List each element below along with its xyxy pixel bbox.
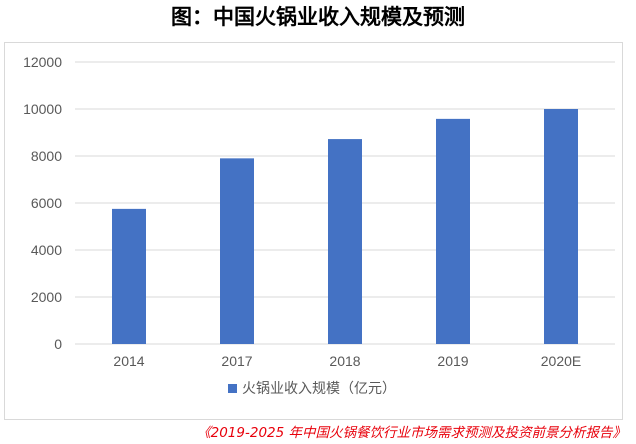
y-tick-label: 0 xyxy=(54,336,62,352)
y-tick-label: 12000 xyxy=(23,54,62,70)
y-tick-label: 6000 xyxy=(31,195,62,211)
source-note: 《2019-2025 年中国火锅餐饮行业市场需求预测及投资前景分析报告》 xyxy=(197,425,626,441)
bar xyxy=(544,109,578,344)
y-tick-label: 8000 xyxy=(31,148,62,164)
x-tick-label: 2017 xyxy=(221,353,252,369)
legend-label: 火锅业收入规模（亿元） xyxy=(242,381,396,397)
bar xyxy=(220,158,254,344)
bar xyxy=(112,208,146,344)
bar xyxy=(328,139,362,344)
bar xyxy=(436,118,470,345)
y-tick-label: 10000 xyxy=(23,101,62,117)
y-tick-label: 4000 xyxy=(31,242,62,258)
legend-swatch xyxy=(228,384,237,393)
chart-area: 0 2000 4000 6000 8000 10000 12000 2014 2017 2018 2… xyxy=(4,42,623,420)
x-tick-label: 2014 xyxy=(113,353,144,369)
chart-title: 图：中国火锅业收入规模及预测 xyxy=(171,5,465,29)
y-tick-label: 2000 xyxy=(31,289,62,305)
x-tick-label: 2020E xyxy=(541,353,581,369)
x-tick-label: 2018 xyxy=(329,353,360,369)
bar-chart: 0 2000 4000 6000 8000 10000 12000 2014 2017 2018 2… xyxy=(23,54,615,397)
x-tick-label: 2019 xyxy=(437,353,468,369)
